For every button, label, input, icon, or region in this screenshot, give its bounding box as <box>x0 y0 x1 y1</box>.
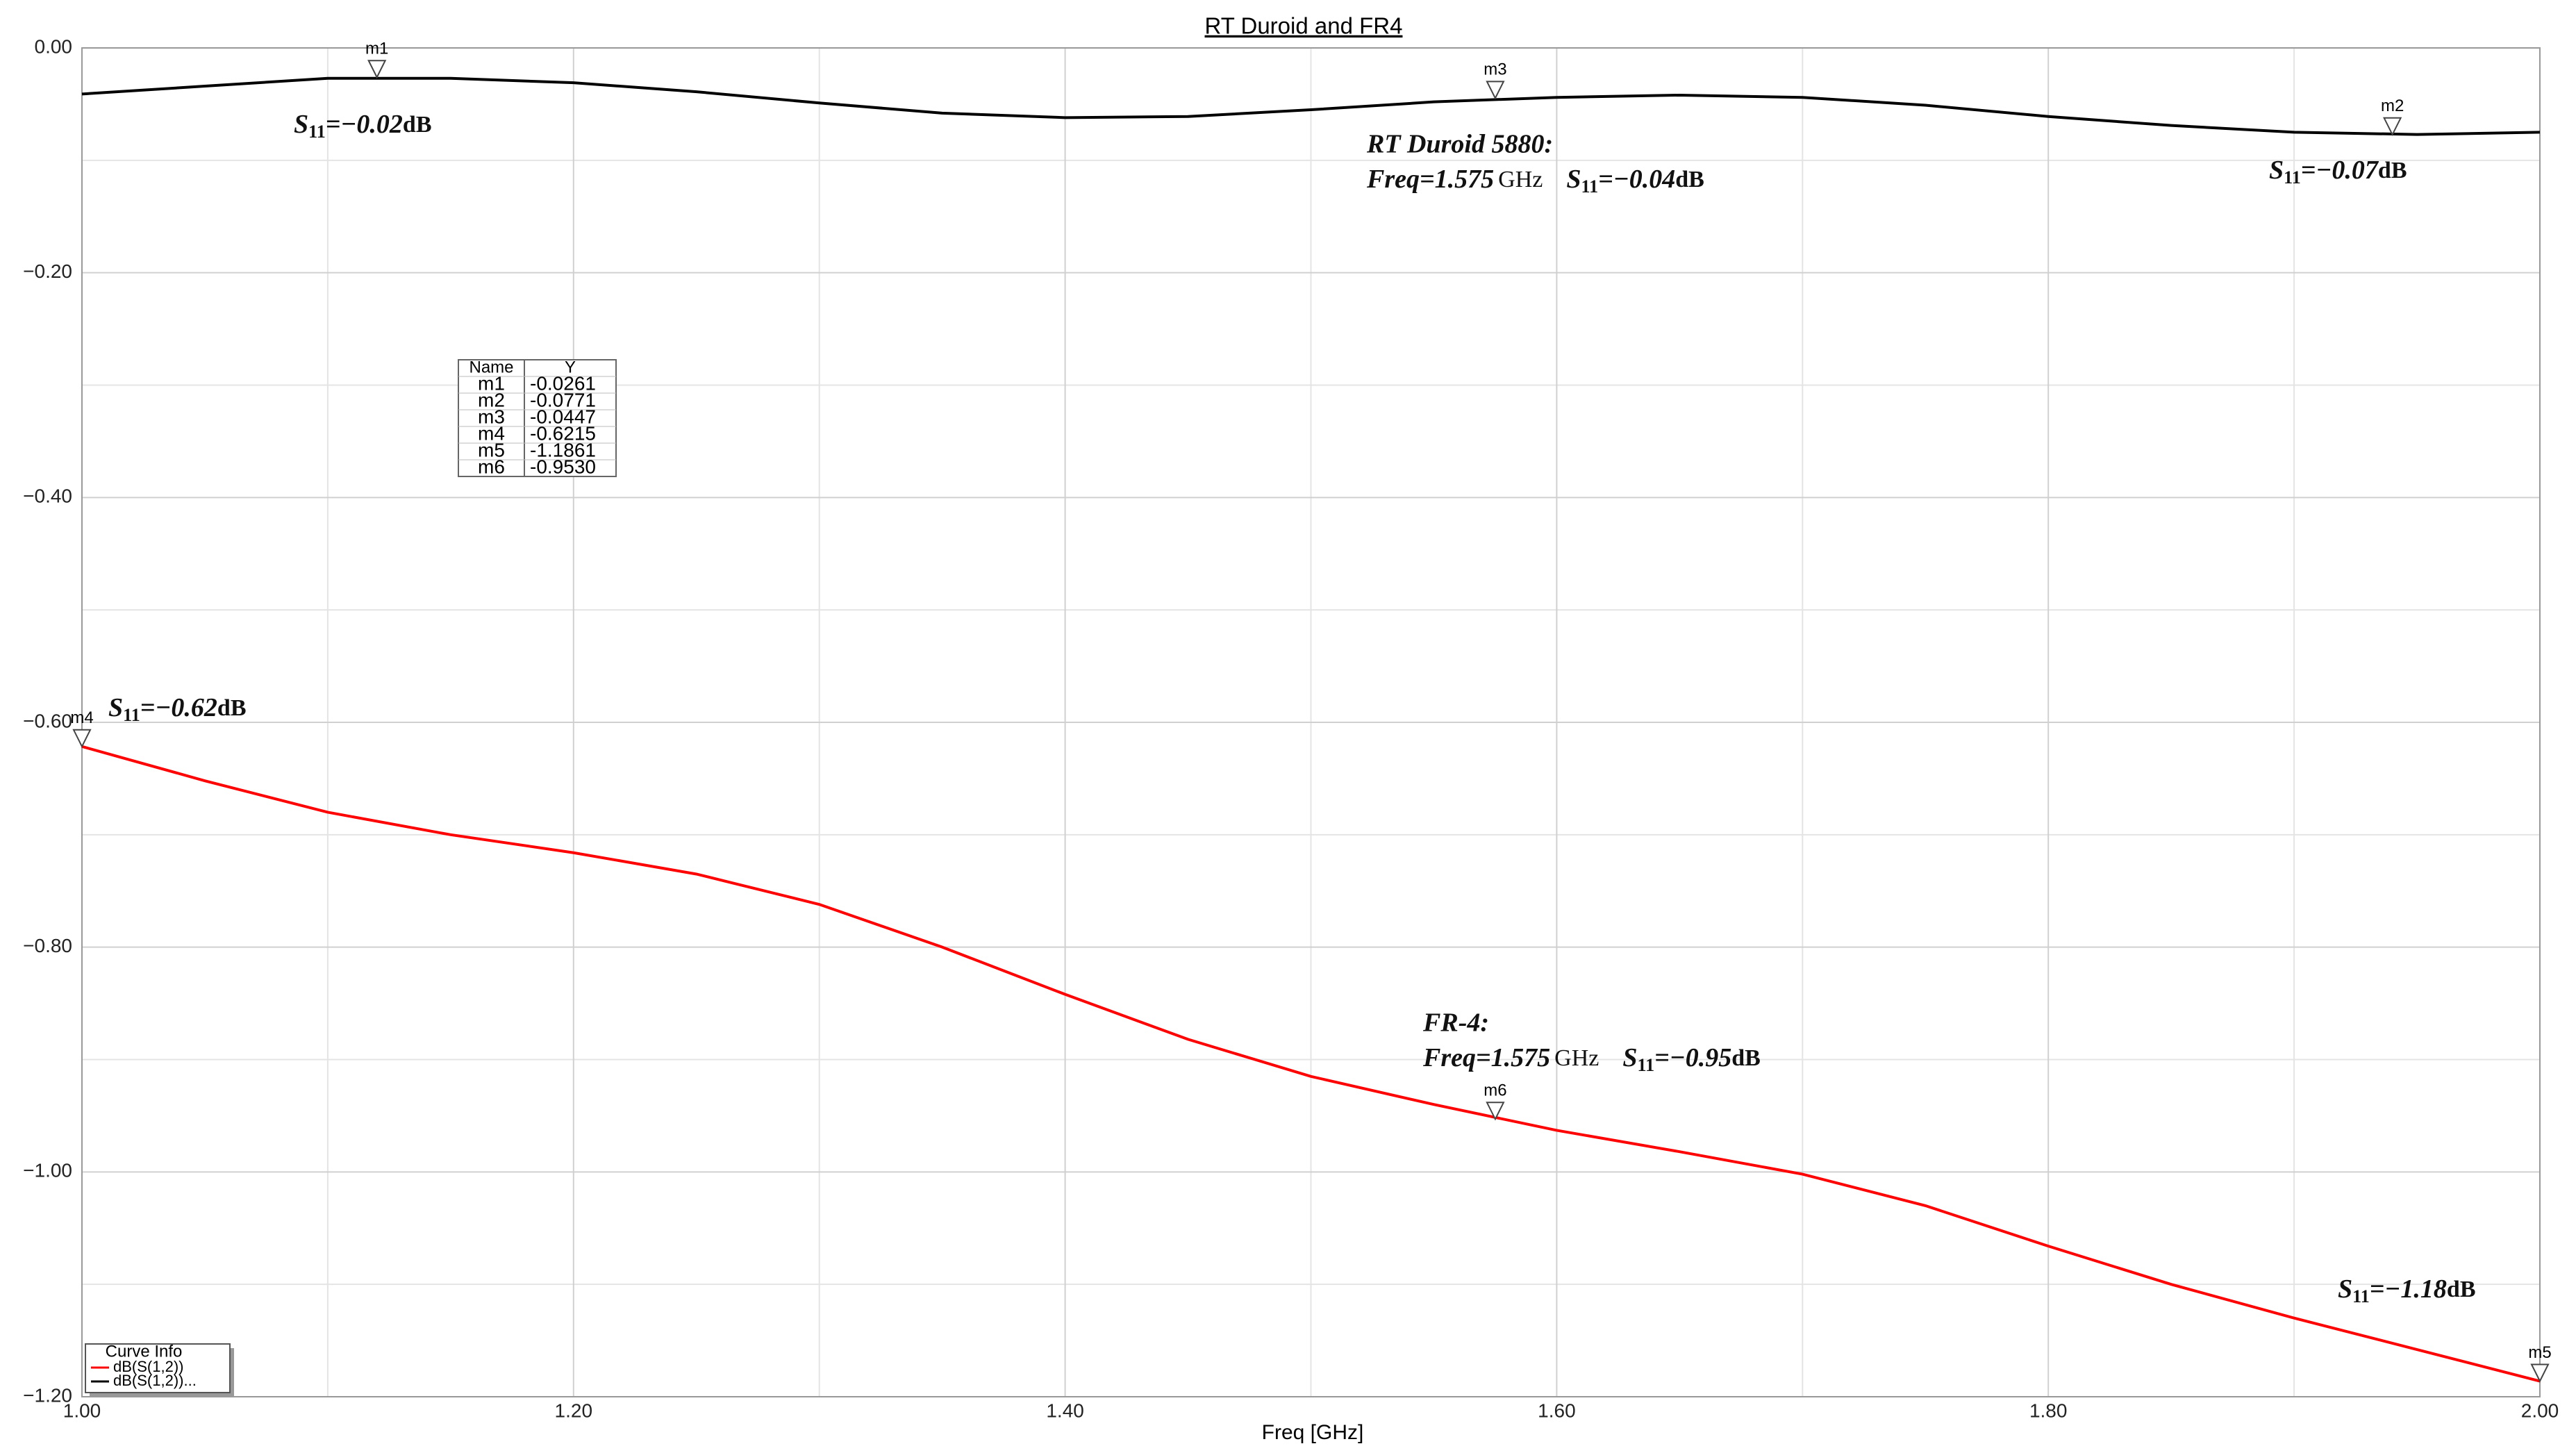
annotation-part: 11 <box>2352 1286 2370 1306</box>
marker-triangle <box>367 60 387 79</box>
y-tick-label: −1.20 <box>23 1384 72 1406</box>
annotation-part: =−0.04 <box>1598 165 1675 194</box>
marker-triangle <box>2383 117 2402 137</box>
marker-label: m2 <box>2381 97 2404 115</box>
legend-label: dB(S(1,2))... <box>113 1372 197 1389</box>
x-tick-label: 1.60 <box>1538 1400 1576 1421</box>
annotation: S11=−0.62dB <box>108 693 247 725</box>
marker-table-cell: -1.1861 <box>530 439 596 460</box>
y-tick-label: −0.80 <box>23 935 72 956</box>
annotation-part: 11 <box>123 705 140 725</box>
annotation: Freq=1.575 GHz S11=−0.04dB <box>1366 165 1704 197</box>
marker-table-header: Y <box>565 358 576 376</box>
y-tick-label: −0.40 <box>23 485 72 507</box>
annotation-part: Freq=1.575 <box>1422 1043 1550 1072</box>
legend-title: Curve Info <box>106 1342 183 1361</box>
x-tick-label: 1.20 <box>555 1400 593 1421</box>
annotation-part: =−0.07 <box>2301 156 2379 185</box>
marker-table-cell: m4 <box>478 422 505 444</box>
x-axis-label: Freq [GHz] <box>1262 1421 1364 1444</box>
annotation-part: S <box>2338 1275 2352 1304</box>
annotation-part: S <box>1566 165 1581 194</box>
annotation: S11=−0.02dB <box>294 110 432 142</box>
annotation-part: dB <box>1675 167 1704 192</box>
y-tick-label: −0.60 <box>23 710 72 731</box>
x-tick-label: 2.00 <box>2521 1400 2559 1421</box>
annotation-part: dB <box>2378 158 2407 183</box>
marker-table-cell: -0.0261 <box>530 372 596 394</box>
annotation-part: 11 <box>1638 1055 1655 1075</box>
annotation-part: GHz <box>1498 167 1543 192</box>
annotation-part: =−0.95 <box>1654 1043 1731 1072</box>
legend-label: dB(S(1,2)) <box>113 1358 183 1375</box>
marker-table-cell: -0.6215 <box>530 422 596 444</box>
annotation-part: =−1.18 <box>2370 1275 2447 1304</box>
marker-triangle <box>72 729 92 749</box>
y-tick-label: −1.00 <box>23 1160 72 1181</box>
annotation-part: S <box>108 693 123 722</box>
annotation-part: dB <box>2447 1277 2476 1302</box>
marker-table-cell: -0.0771 <box>530 389 596 410</box>
marker-table-header: Name <box>469 358 513 376</box>
series-line <box>81 76 2541 136</box>
annotation-part: S <box>2269 156 2284 185</box>
marker-label: m5 <box>2528 1343 2551 1362</box>
marker-table-cell: m3 <box>478 406 505 427</box>
annotation: Freq=1.575 GHz S11=−0.95dB <box>1422 1043 1761 1075</box>
annotation: S11=−0.07dB <box>2269 156 2407 188</box>
marker-table-cell: -0.9530 <box>530 456 596 477</box>
marker-label: m4 <box>70 708 93 727</box>
y-tick-label: −0.20 <box>23 260 72 282</box>
marker-table-cell: m1 <box>478 372 505 394</box>
annotation-part: GHz <box>1554 1045 1599 1071</box>
annotation-heading: RT Duroid 5880: <box>1366 130 1553 159</box>
annotation-part: =−0.62 <box>140 693 217 722</box>
marker-table-cell: m2 <box>478 389 505 410</box>
marker-table-cell: -0.0447 <box>530 406 596 427</box>
plot-frame <box>81 47 2541 1397</box>
annotation-part: dB <box>217 695 247 721</box>
x-tick-label: 1.80 <box>2029 1400 2068 1421</box>
marker-triangle <box>1486 81 1505 100</box>
annotation-part: 11 <box>1581 176 1599 197</box>
annotation-part: S <box>1622 1043 1637 1072</box>
annotation-heading: FR-4: <box>1422 1008 1489 1038</box>
annotation-part: =−0.02 <box>326 110 403 139</box>
annotation-part: 11 <box>2284 167 2301 188</box>
marker-table-cell: m5 <box>478 439 505 460</box>
marker-triangle <box>2530 1363 2550 1383</box>
legend-box <box>85 1343 231 1393</box>
x-tick-label: 1.00 <box>63 1400 101 1421</box>
marker-label: m1 <box>365 40 388 58</box>
x-tick-label: 1.40 <box>1046 1400 1084 1421</box>
annotation-part: 11 <box>308 122 326 142</box>
marker-table-cell: m6 <box>478 456 505 477</box>
y-tick-label: 0.00 <box>35 35 73 57</box>
marker-label: m3 <box>1484 60 1506 79</box>
marker-triangle <box>1486 1102 1505 1121</box>
annotation-part: dB <box>403 112 432 138</box>
chart-title: RT Duroid and FR4 <box>1205 13 1403 39</box>
annotation: S11=−1.18dB <box>2338 1275 2476 1306</box>
marker-label: m6 <box>1484 1081 1506 1100</box>
series-line <box>81 745 2541 1383</box>
annotation-part: Freq=1.575 <box>1366 165 1494 194</box>
annotation-part: dB <box>1731 1045 1761 1071</box>
marker-table-frame <box>458 359 617 477</box>
annotation-part: S <box>294 110 308 139</box>
